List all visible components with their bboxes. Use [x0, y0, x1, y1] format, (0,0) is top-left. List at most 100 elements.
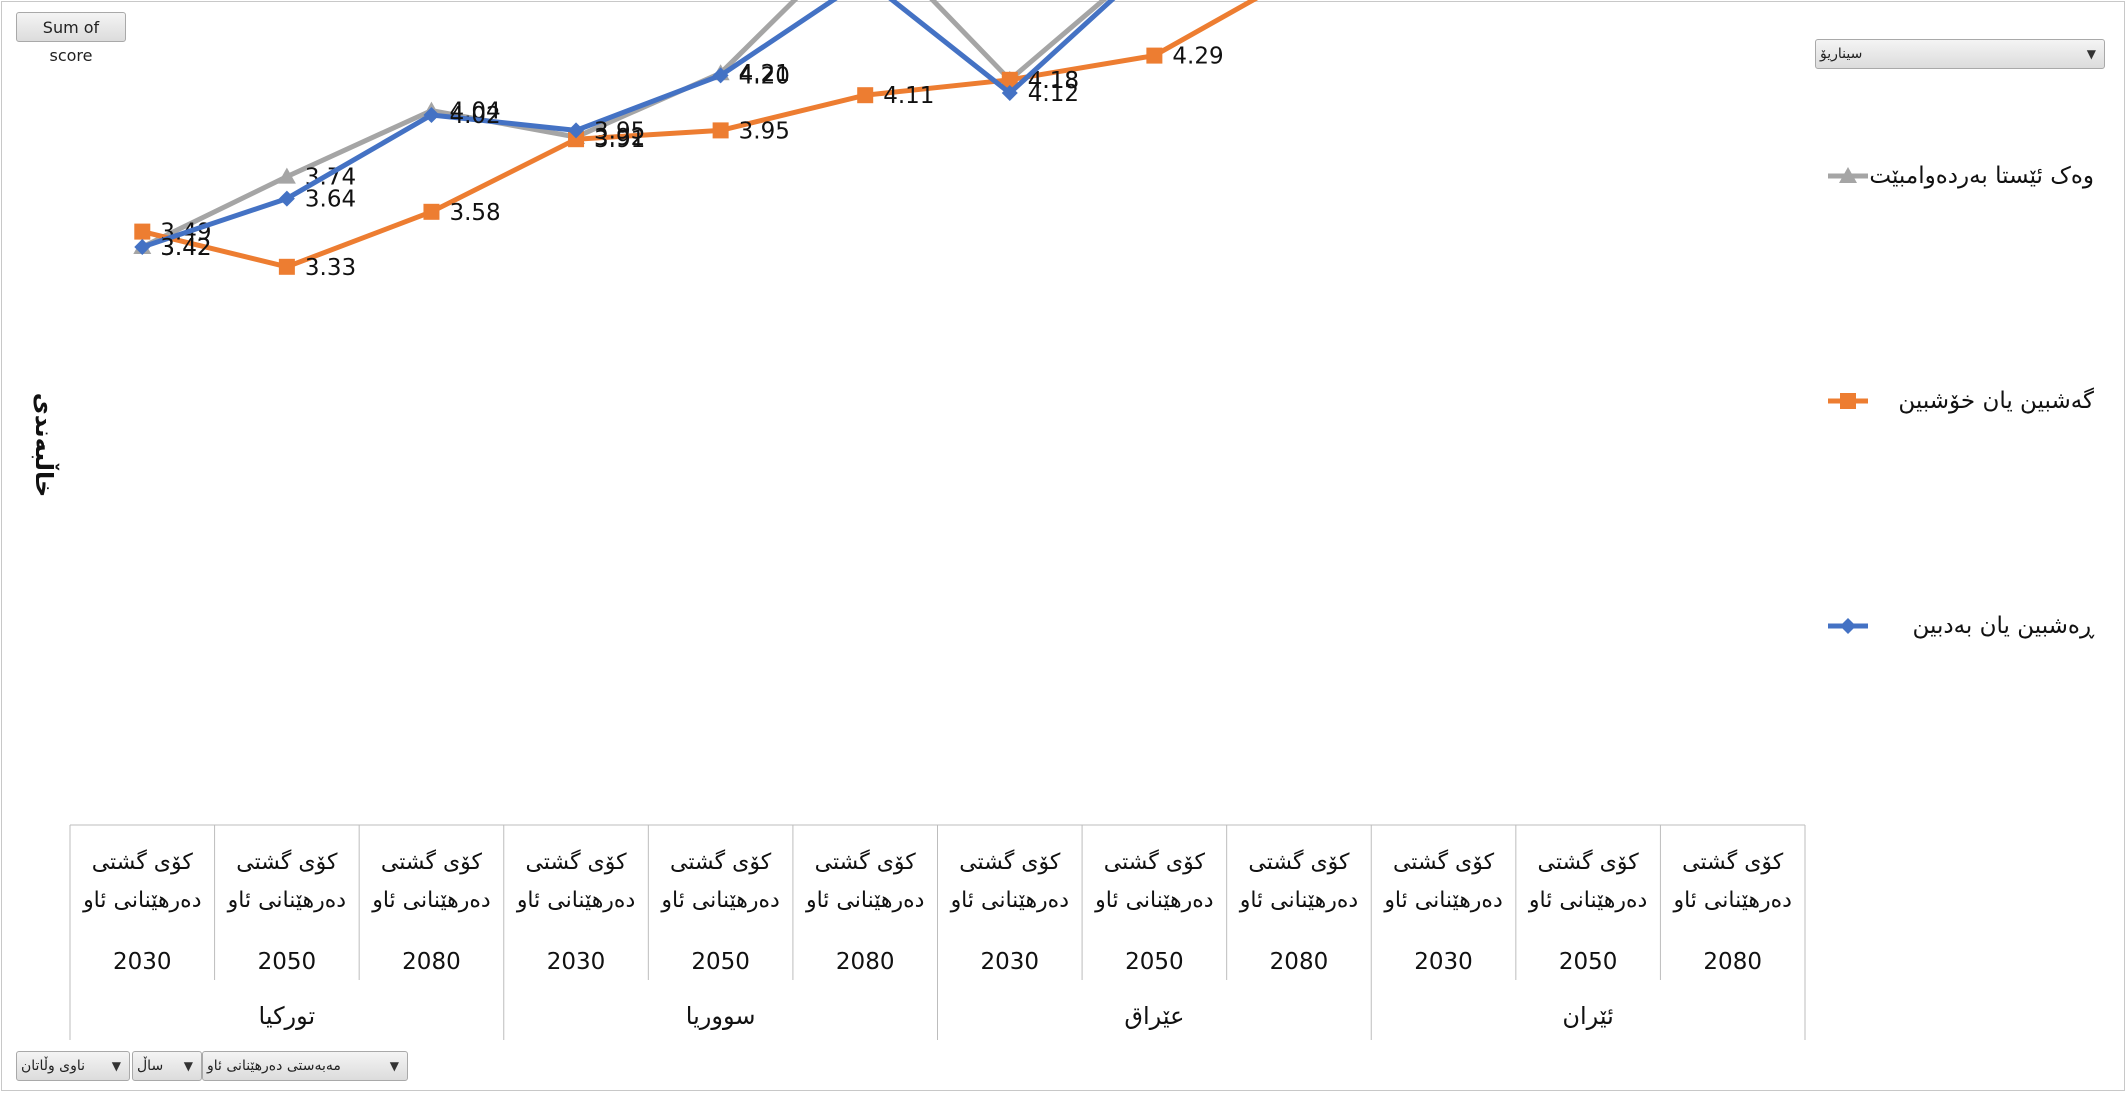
series-line [141, 0, 1116, 250]
year-tick-label: 2080 [1703, 949, 1762, 975]
data-label: 3.91 [594, 127, 645, 153]
y-axis-label: خاڵبەندی [30, 393, 60, 498]
year-tick-label: 2030 [113, 949, 172, 975]
category-label: دەرهێنانی ئاو [227, 888, 346, 913]
data-point [857, 87, 874, 104]
data-point [278, 258, 295, 275]
year-tick-label: 2080 [1270, 949, 1329, 975]
legend-label: وەک ئێستا بەردەوامبێت [1869, 163, 2094, 189]
legend-entry: وەک ئێستا بەردەوامبێت [1828, 163, 2094, 189]
purpose-filter-dropdown[interactable]: مەبەستی دەرهێنانی ئاو ▼ [202, 1051, 408, 1081]
chevron-down-icon: ▼ [183, 1059, 193, 1073]
category-label: کۆی گشتی [1104, 849, 1206, 875]
year-tick-label: 2080 [836, 949, 895, 975]
category-label: دەرهێنانی ئاو [660, 888, 779, 913]
chevron-down-icon: ▼ [389, 1059, 399, 1073]
data-label: 3.64 [305, 187, 356, 213]
category-label: کۆی گشتی [92, 849, 194, 875]
legend-marker [1840, 618, 1856, 634]
country-filter-dropdown[interactable]: ناوی وڵاتان ▼ [16, 1051, 130, 1081]
year-tick-label: 2050 [691, 949, 750, 975]
category-label: کۆی گشتی [1248, 849, 1350, 875]
category-label: کۆی گشتی [236, 849, 338, 875]
data-label: 3.74 [305, 165, 356, 191]
plot-area: 3.423.744.043.924.214.864.184.744.944.63… [133, 0, 1657, 281]
sum-of-score-button[interactable]: Sum of score [16, 12, 126, 65]
year-filter-dropdown[interactable]: ساڵ ▼ [132, 1051, 202, 1081]
year-filter-label: ساڵ [137, 1058, 164, 1074]
category-axis: کۆی گشتی دەرهێنانی ئاو 2030 کۆی گشتی دەرهێنا… [69, 824, 1806, 1040]
category-label: دەرهێنانی ئاو [1528, 888, 1647, 913]
data-point [568, 131, 585, 148]
data-label: 3.95 [594, 118, 645, 144]
purpose-filter-label: مەبەستی دەرهێنانی ئاو [207, 1058, 341, 1074]
country-filter-label: ناوی وڵاتان [21, 1058, 86, 1074]
country-group-label: تورکیا [259, 1002, 316, 1030]
data-point [1001, 71, 1018, 88]
category-label: کۆی گشتی [1538, 849, 1640, 875]
data-label: 3.95 [739, 118, 790, 144]
data-label: 4.12 [1028, 81, 1079, 107]
data-label: 3.42 [160, 235, 211, 261]
data-label: 4.59 [1462, 0, 1513, 4]
data-point [134, 239, 151, 255]
chevron-down-icon: ▼ [111, 1059, 121, 1073]
legend-marker [1840, 393, 1856, 409]
legend: وەک ئێستا بەردەوامبێت گەشبین یان خۆشبین ڕە… [1828, 163, 2095, 639]
category-label: دەرهێنانی ئاو [371, 888, 490, 913]
data-label: 4.20 [739, 63, 790, 89]
data-point [1146, 47, 1163, 64]
series-2: 3.423.644.023.954.204.644.124.724.924.59… [134, 0, 1513, 261]
category-label: کۆی گشتی [1682, 849, 1784, 875]
data-point [712, 122, 729, 139]
category-label: دەرهێنانی ئاو [1094, 888, 1213, 913]
data-point [423, 107, 440, 123]
legend-entry: گەشبین یان خۆشبین [1828, 387, 2094, 414]
category-label: دەرهێنانی ئاو [805, 888, 924, 913]
chevron-down-icon: ▼ [2086, 47, 2096, 61]
year-tick-label: 2080 [402, 949, 461, 975]
series-0: 3.423.744.043.924.214.864.184.744.944.63… [133, 0, 1108, 261]
legend-marker [1839, 167, 1857, 183]
category-label: کۆی گشتی [381, 849, 483, 875]
category-label: کۆی گشتی [525, 849, 627, 875]
legend-label: ڕەشبین یان بەدبین [1913, 613, 2095, 639]
year-tick-label: 2050 [1559, 949, 1618, 975]
year-tick-label: 2030 [981, 949, 1040, 975]
legend-label: گەشبین یان خۆشبین [1898, 387, 2094, 414]
series-line [141, 0, 1108, 250]
category-label: دەرهێنانی ئاو [950, 888, 1069, 913]
category-label: دەرهێنانی ئاو [516, 888, 635, 913]
data-label: 4.02 [449, 103, 500, 129]
country-group-label: عێراق [1124, 1002, 1184, 1030]
category-label: دەرهێنانی ئاو [82, 888, 201, 913]
country-group-label: سووریا [686, 1002, 756, 1030]
category-label: دەرهێنانی ئاو [1239, 888, 1358, 913]
scenario-filter-dropdown[interactable]: سیناریۆ ▼ [1815, 39, 2105, 69]
category-label: دەرهێنانی ئاو [1383, 888, 1502, 913]
data-label: 3.58 [449, 200, 500, 226]
data-label: 4.11 [883, 83, 934, 109]
year-tick-label: 2030 [547, 949, 606, 975]
data-point [1001, 85, 1018, 101]
data-label: 3.33 [305, 255, 356, 281]
legend-entry: ڕەشبین یان بەدبین [1828, 613, 2095, 639]
year-tick-label: 2050 [258, 949, 317, 975]
country-group-label: ئێران [1562, 1002, 1613, 1030]
category-label: دەرهێنانی ئاو [1672, 888, 1791, 913]
data-point [568, 122, 585, 139]
year-tick-label: 2050 [1125, 949, 1184, 975]
category-label: کۆی گشتی [815, 849, 917, 875]
data-label: 4.21 [739, 61, 790, 87]
category-label: کۆی گشتی [1393, 849, 1495, 875]
category-label: کۆی گشتی [959, 849, 1061, 875]
data-point [712, 67, 729, 84]
data-point [423, 203, 440, 220]
data-point [277, 167, 296, 184]
data-point [278, 190, 295, 207]
year-tick-label: 2030 [1414, 949, 1473, 975]
category-label: کۆی گشتی [670, 849, 772, 875]
scenario-filter-label: سیناریۆ [1820, 46, 1863, 62]
